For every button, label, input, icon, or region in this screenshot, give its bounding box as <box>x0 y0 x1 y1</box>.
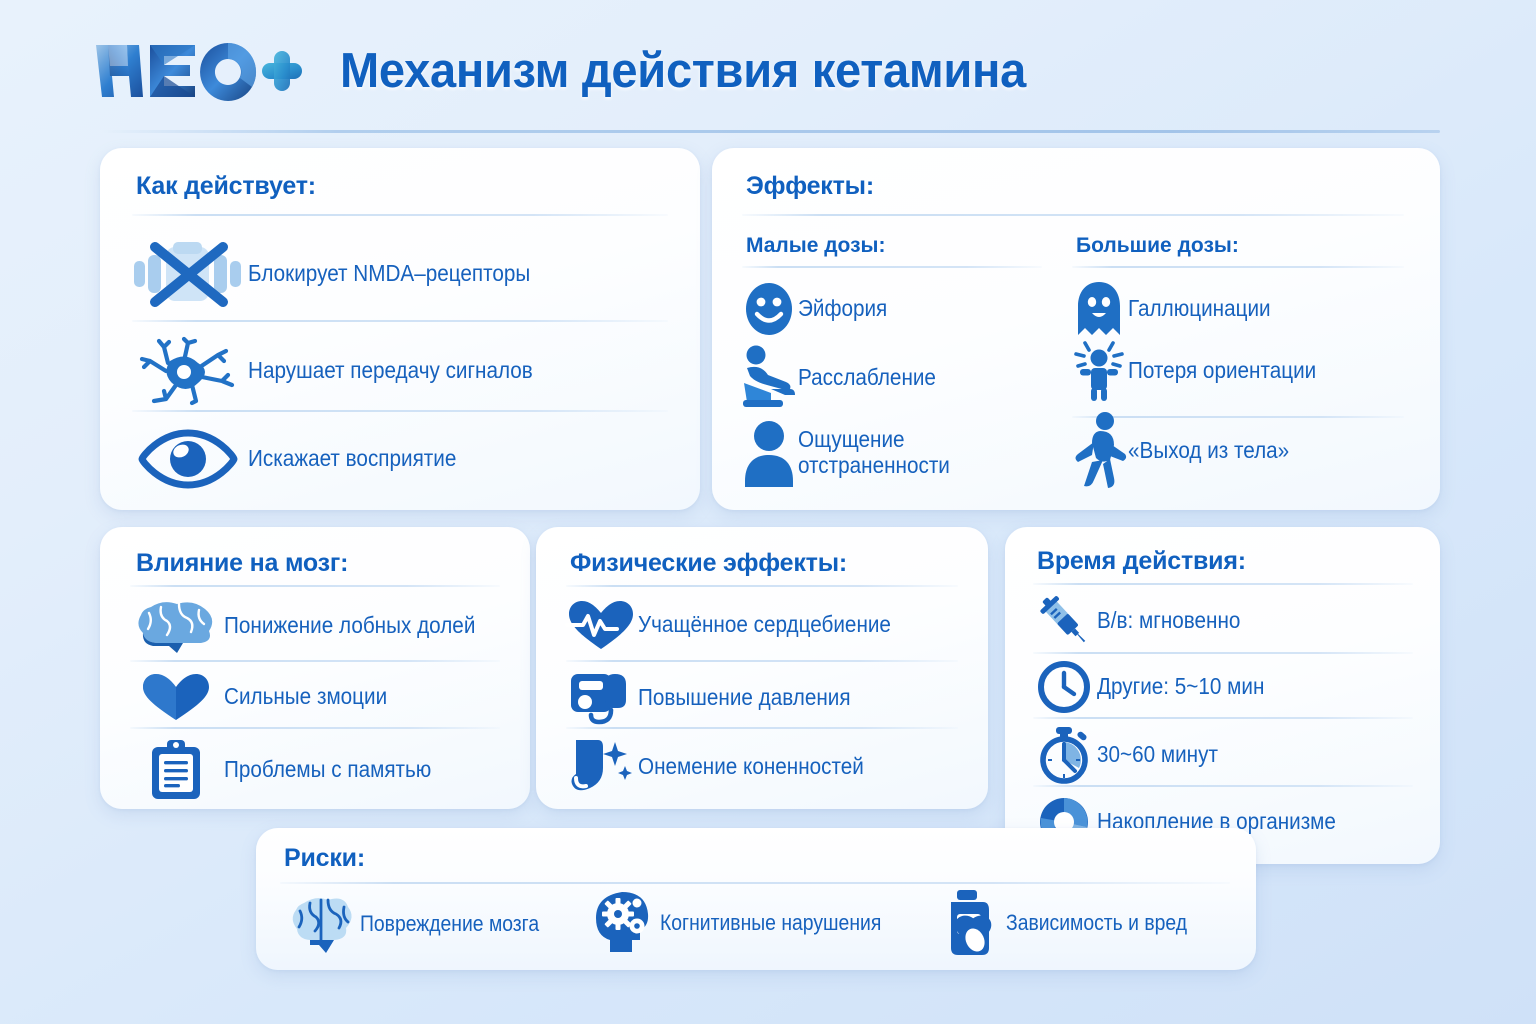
list-item-label: Учащённое сердцебиение <box>638 611 891 638</box>
list-item-label: В/в: мгновенно <box>1097 607 1241 634</box>
list-item-label: Повреждение мозга <box>360 911 540 936</box>
list-item: Искажает восприятие <box>128 428 673 490</box>
list-item-label: 30~60 минут <box>1097 741 1218 768</box>
divider <box>280 882 1230 884</box>
card-effects: Эффекты: Малые дозы: Эйфория Расслаблени… <box>712 148 1440 510</box>
eye-icon <box>128 429 248 489</box>
list-item-label: Онемение коненностей <box>638 753 864 780</box>
card-physical-effects: Физические эффекты: Учащённое сердцебиен… <box>536 527 988 809</box>
list-item-label: Зависимость и вред <box>1006 910 1188 935</box>
list-item: 30~60 минут <box>1031 727 1431 784</box>
list-item-label: Расслабление <box>798 364 936 391</box>
divider <box>1033 652 1413 654</box>
card-brain-impact: Влияние на мозг: Понижение лобных долей <box>100 527 530 809</box>
clock-icon <box>1031 661 1097 713</box>
confused-person-icon <box>1070 340 1128 402</box>
list-item: Галлюцинации <box>1070 280 1410 338</box>
divider <box>566 727 958 729</box>
card-title-brain: Влияние на мозг: <box>136 549 349 577</box>
card-duration: Время действия: В/в: мгн <box>1005 527 1440 864</box>
list-item: Ощущение отстраненности <box>740 414 1050 492</box>
divider <box>566 585 958 587</box>
list-item-label: Проблемы с памятью <box>224 756 432 783</box>
relaxing-person-icon <box>740 343 798 413</box>
list-item: Повышение давления <box>564 669 976 727</box>
divider <box>1072 266 1404 268</box>
syringe-icon <box>1031 593 1097 649</box>
list-item: Расслабление <box>740 342 1050 414</box>
list-item-label: Ощущение отстраненности <box>798 426 950 478</box>
divider <box>132 214 668 216</box>
divider <box>130 727 500 729</box>
list-item: Учащённое сердцебиение <box>564 597 976 653</box>
list-item: Потеря ориентации <box>1070 340 1410 402</box>
list-item-label: Другие: 5~10 мин <box>1097 673 1265 700</box>
heart-icon <box>128 672 224 722</box>
card-title-time: Время действия: <box>1037 547 1246 575</box>
card-title-risks: Риски: <box>284 844 365 872</box>
heartbeat-icon <box>564 598 638 652</box>
list-item: Сильные змоции <box>128 671 518 723</box>
card-title-how: Как действует: <box>136 172 316 200</box>
divider <box>132 410 668 412</box>
divider <box>742 266 1042 268</box>
divider <box>1033 583 1413 585</box>
card-title-physical: Физические эффекты: <box>570 549 847 577</box>
list-item: Повреждение мозга <box>282 892 564 956</box>
brain-icon <box>128 598 224 654</box>
card-risks: Риски: Повреждение мозга <box>256 828 1256 970</box>
numb-foot-icon <box>564 737 638 797</box>
divider <box>742 214 1404 216</box>
divider <box>1033 717 1413 719</box>
list-item: В/в: мгновенно <box>1031 593 1431 649</box>
list-item: Другие: 5~10 мин <box>1031 661 1431 713</box>
list-item-label: Понижение лобных долей <box>224 612 476 639</box>
list-item-label: «Выход из тела» <box>1128 437 1290 464</box>
list-item: Нарушает передачу сигналов <box>128 336 673 406</box>
subtitle-high-doses: Большие дозы: <box>1076 234 1239 257</box>
list-item-label: Искажает восприятие <box>248 445 457 472</box>
blood-pressure-monitor-icon <box>564 669 638 727</box>
divider <box>1033 785 1413 787</box>
stopwatch-icon <box>1031 727 1097 784</box>
list-item-label: Эйфория <box>798 295 888 322</box>
head-gears-icon <box>586 889 660 957</box>
list-item-label: Повышение давления <box>638 684 851 711</box>
list-item: Зависимость и вред <box>936 888 1212 958</box>
header-divider <box>100 130 1440 133</box>
list-item: Эйфория <box>740 280 1050 338</box>
page-title: Механизм действия кетамина <box>340 44 1027 98</box>
list-item-label: Когнитивные нарушения <box>660 910 882 935</box>
divider <box>130 585 500 587</box>
divider <box>132 320 668 322</box>
list-item: Проблемы с памятью <box>128 739 518 801</box>
divider <box>1072 416 1404 418</box>
pill-bottle-icon <box>936 889 1006 957</box>
list-item-label: Галлюцинации <box>1128 295 1271 322</box>
list-item-label: Сильные змоции <box>224 683 388 710</box>
list-item: Онемение коненностей <box>564 737 976 797</box>
list-item: Понижение лобных долей <box>128 597 518 655</box>
ghost-icon <box>1070 280 1128 338</box>
brain-damage-icon <box>282 893 360 955</box>
list-item-label: Потеря ориентации <box>1128 357 1317 384</box>
nmda-receptor-blocked-icon <box>128 238 248 310</box>
list-item-label: Блокирует NMDA–рецепторы <box>248 260 531 287</box>
list-item: Когнитивные нарушения <box>586 888 912 958</box>
floating-person-icon <box>1070 411 1128 491</box>
list-item-label: Нарушает передачу сигналов <box>248 357 533 384</box>
card-title-effects: Эффекты: <box>746 172 874 200</box>
smiley-face-icon <box>740 281 798 337</box>
neo-plus-logo <box>94 40 304 102</box>
list-item: «Выход из тела» <box>1070 410 1410 492</box>
page-header: Механизм действия кетамина <box>0 0 1536 140</box>
detached-person-icon <box>740 417 798 489</box>
clipboard-icon <box>128 739 224 801</box>
divider <box>130 660 500 662</box>
card-how-it-works: Как действует: Блокирует NMDA–рецепторы <box>100 148 700 510</box>
subtitle-low-doses: Малые дозы: <box>746 234 886 257</box>
divider <box>566 660 958 662</box>
list-item: Блокирует NMDA–рецепторы <box>128 236 673 312</box>
neuron-icon <box>128 336 248 406</box>
